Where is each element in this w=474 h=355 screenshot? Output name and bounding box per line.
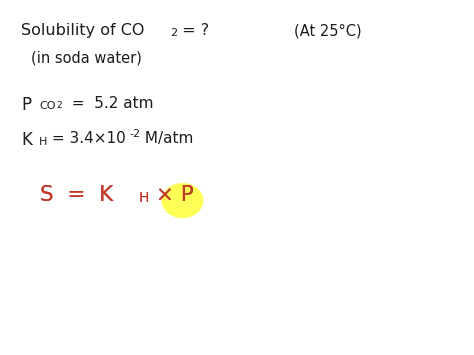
Text: 2: 2 <box>56 101 62 110</box>
Text: (in soda water): (in soda water) <box>31 50 142 65</box>
Text: 2: 2 <box>170 28 177 38</box>
Text: K: K <box>21 131 32 149</box>
Text: H: H <box>138 191 149 205</box>
Text: = ?: = ? <box>177 23 209 38</box>
Text: P: P <box>21 96 31 114</box>
Text: CO: CO <box>39 101 56 111</box>
Text: × P: × P <box>149 185 194 204</box>
Text: -2: -2 <box>129 129 140 138</box>
Text: =  5.2 atm: = 5.2 atm <box>62 96 153 111</box>
Text: (At 25°C): (At 25°C) <box>294 23 362 38</box>
Ellipse shape <box>162 184 203 217</box>
Text: M/atm: M/atm <box>140 131 194 146</box>
Text: H: H <box>39 137 47 147</box>
Text: = 3.4×10: = 3.4×10 <box>47 131 126 146</box>
Text: Solubility of CO: Solubility of CO <box>21 23 145 38</box>
Text: × P: × P <box>149 185 194 204</box>
Text: S  =  K: S = K <box>40 185 114 204</box>
Text: S  =  K: S = K <box>40 185 114 204</box>
Text: H: H <box>138 191 149 205</box>
